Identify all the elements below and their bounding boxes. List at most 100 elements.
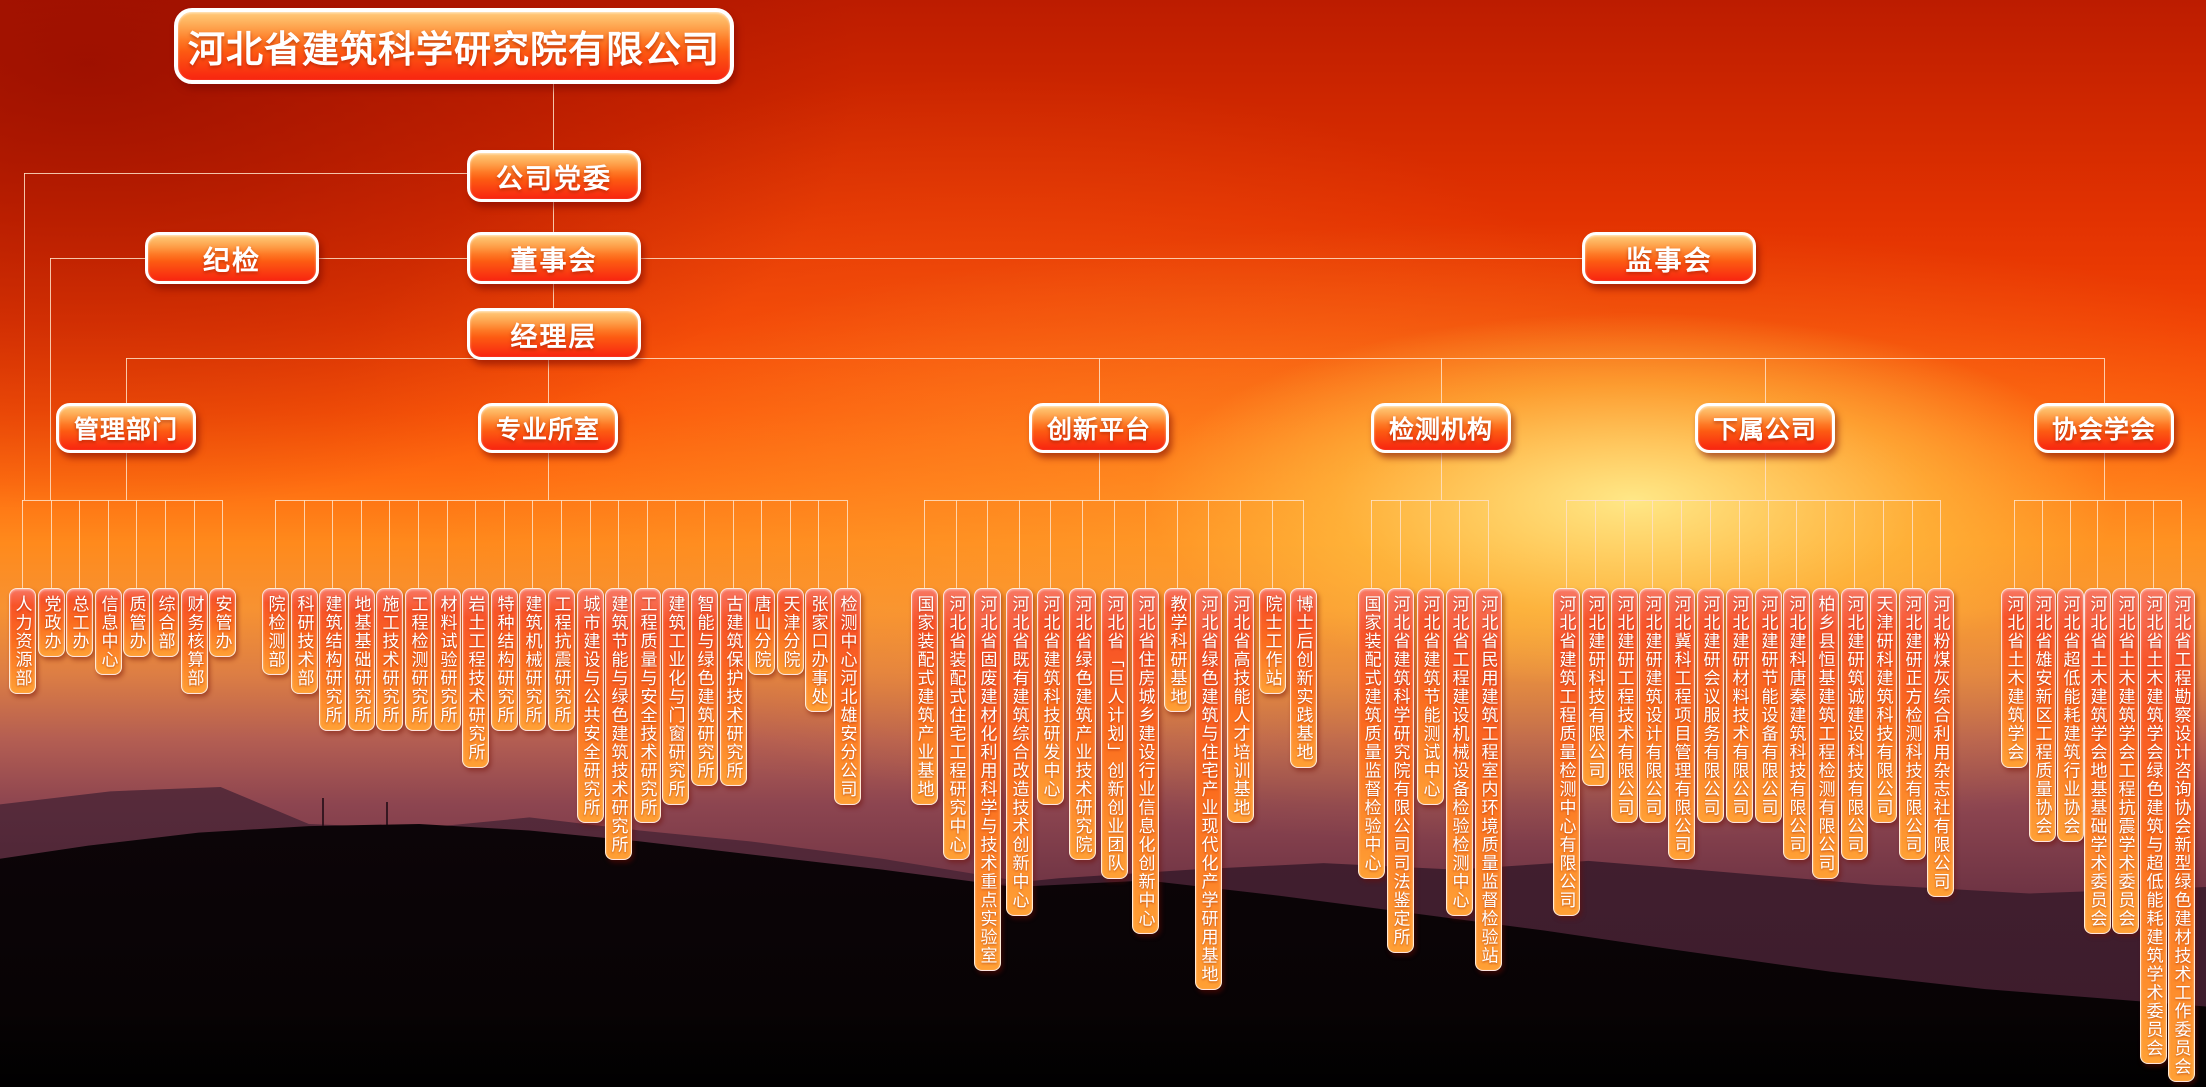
org-leaf-label: 天津研科建筑科技有限公司 <box>1869 588 1897 823</box>
connector-line <box>553 284 554 308</box>
connector-line <box>50 258 1582 259</box>
connector-line <box>924 500 1304 501</box>
org-leaf-label: 人力资源部 <box>8 588 36 694</box>
connector-line <box>1441 358 1442 403</box>
connector-line <box>126 358 2104 359</box>
connector-line <box>1400 500 1401 588</box>
connector-line <box>647 500 648 588</box>
org-leaf-label: 河北省建筑科学研究院有限公司司法鉴定所 <box>1386 588 1414 953</box>
org-leaf-label: 建筑机械研究所 <box>518 588 546 731</box>
connector-line <box>987 500 988 588</box>
connector-line <box>1430 500 1431 588</box>
connector-line <box>1796 500 1797 588</box>
connector-line <box>675 500 676 588</box>
board-of-directors-box: 董事会 <box>467 232 641 284</box>
org-leaf-label: 岩土工程技术研究所 <box>461 588 489 768</box>
antenna-mast <box>386 802 388 830</box>
connector-line <box>2014 500 2015 588</box>
connector-line <box>2097 500 2098 588</box>
connector-line <box>761 500 762 588</box>
org-leaf-label: 城市建设与公共安全研究所 <box>576 588 604 823</box>
org-leaf-label: 地基基础研究所 <box>347 588 375 731</box>
connector-line <box>24 173 554 174</box>
org-leaf-label: 智能与绿色建筑研究所 <box>690 588 718 786</box>
connector-line <box>2181 500 2182 588</box>
connector-line <box>2104 358 2105 403</box>
group-box-subsidiaries: 下属公司 <box>1695 403 1835 453</box>
bottom-shadow <box>0 1010 2206 1087</box>
org-leaf-label: 河北建研材料技术有限公司 <box>1725 588 1753 823</box>
connector-line <box>2125 500 2126 588</box>
connector-line <box>733 500 734 588</box>
connector-line <box>532 500 533 588</box>
group-box-associations: 协会学会 <box>2034 403 2174 453</box>
connector-line <box>1019 500 1020 588</box>
connector-line <box>1459 500 1460 588</box>
org-leaf-label: 质管办 <box>122 588 150 657</box>
org-leaf-label: 院士工作站 <box>1258 588 1286 694</box>
connector-line <box>1624 500 1625 588</box>
org-leaf-label: 财务核算部 <box>180 588 208 694</box>
org-leaf-label: 河北省土木建筑学会工程抗震学术委员会 <box>2111 588 2139 934</box>
connector-line <box>1739 500 1740 588</box>
antenna-mast <box>322 798 324 830</box>
connector-line <box>1768 500 1769 588</box>
connector-line <box>618 500 619 588</box>
org-leaf-label: 工程质量与安全技术研究所 <box>633 588 661 823</box>
org-leaf-label: 河北省超低能耗建筑行业协会 <box>2056 588 2084 842</box>
org-leaf-label: 材料试验研究所 <box>433 588 461 731</box>
org-leaf-label: 特种结构研究所 <box>490 588 518 731</box>
discipline-inspection-box: 纪检 <box>145 232 319 284</box>
connector-line <box>1566 500 1567 588</box>
org-leaf-label: 天津分院 <box>776 588 804 675</box>
connector-line <box>1883 500 1884 588</box>
connector-line <box>1595 500 1596 588</box>
org-leaf-label: 河北省固废建材化利用科学与技术重点实验室 <box>973 588 1001 971</box>
connector-line <box>1082 500 1083 588</box>
org-leaf-label: 河北建研工程技术有限公司 <box>1610 588 1638 823</box>
management-team-box: 经理层 <box>467 308 641 360</box>
connector-line <box>1145 500 1146 588</box>
org-leaf-label: 博士后创新实践基地 <box>1289 588 1317 768</box>
company-title-box: 河北省建筑科学研究院有限公司 <box>174 8 734 84</box>
connector-line <box>222 500 223 588</box>
connector-line <box>275 500 276 588</box>
board-of-supervisors-box: 监事会 <box>1582 232 1756 284</box>
group-box-testing-institutions: 检测机构 <box>1371 403 1511 453</box>
org-leaf-label: 河北建研会议服务有限公司 <box>1696 588 1724 823</box>
org-leaf-label: 河北建研科技有限公司 <box>1581 588 1609 786</box>
org-leaf-label: 河北建研节能设备有限公司 <box>1754 588 1782 823</box>
connector-line <box>1208 500 1209 588</box>
org-leaf-label: 教学科研基地 <box>1163 588 1191 712</box>
connector-line <box>548 358 549 403</box>
connector-line <box>108 500 109 588</box>
connector-line <box>1854 500 1855 588</box>
org-leaf-label: 河北粉煤灰综合利用杂志社有限公司 <box>1926 588 1954 897</box>
org-leaf-label: 建筑工业化与门窗研究所 <box>661 588 689 805</box>
org-leaf-label: 综合部 <box>151 588 179 657</box>
org-leaf-label: 建筑节能与绿色建筑技术研究所 <box>604 588 632 860</box>
org-leaf-label: 施工技术研究所 <box>375 588 403 731</box>
connector-line <box>1765 453 1766 500</box>
org-leaf-label: 总工办 <box>65 588 93 657</box>
org-leaf-label: 河北省雄安新区工程质量协会 <box>2028 588 2056 842</box>
org-leaf-label: 国家装配式建筑产业基地 <box>910 588 938 805</box>
connector-line <box>194 500 195 588</box>
connector-line <box>51 500 52 588</box>
connector-line <box>389 500 390 588</box>
org-leaf-label: 河北冀科工程项目管理有限公司 <box>1667 588 1695 860</box>
org-leaf-label: 河北省民用建筑工程室内环境质量监督检验站 <box>1474 588 1502 971</box>
connector-line <box>1912 500 1913 588</box>
org-leaf-label: 检测中心河北雄安分公司 <box>833 588 861 805</box>
org-leaf-label: 河北省既有建筑综合改造技术创新中心 <box>1005 588 1033 916</box>
group-box-innovation-platforms: 创新平台 <box>1029 403 1169 453</box>
connector-line <box>418 500 419 588</box>
org-leaf-label: 河北建研建筑设计有限公司 <box>1638 588 1666 823</box>
connector-line <box>126 453 127 500</box>
connector-line <box>1099 358 1100 403</box>
connector-line <box>165 500 166 588</box>
party-committee-box: 公司党委 <box>467 150 641 202</box>
connector-line <box>136 500 137 588</box>
org-leaf-label: 河北省建筑科技研发中心 <box>1036 588 1064 805</box>
